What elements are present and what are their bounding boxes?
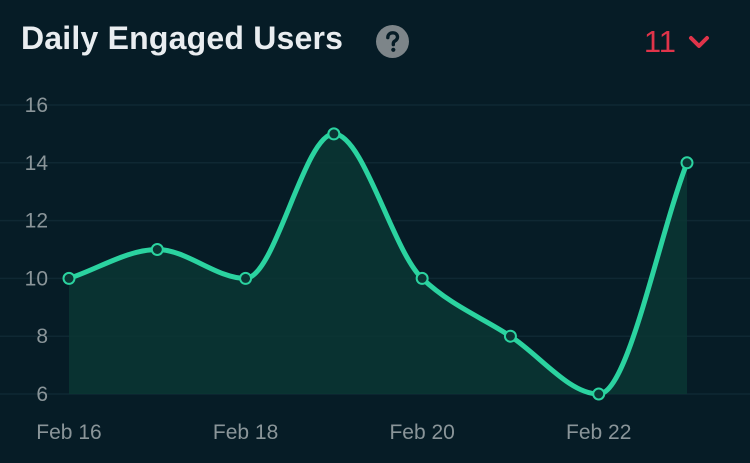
x-tick-label: Feb 22 bbox=[566, 421, 631, 444]
y-tick-label: 10 bbox=[25, 267, 48, 290]
chevron-down-icon bbox=[689, 36, 709, 48]
metric-value-dropdown[interactable]: 11 bbox=[644, 24, 710, 60]
data-point[interactable] bbox=[680, 156, 694, 170]
y-tick-label: 14 bbox=[25, 152, 49, 175]
y-tick-label: 12 bbox=[25, 210, 48, 233]
metric-value: 11 bbox=[643, 24, 676, 59]
data-point[interactable] bbox=[239, 271, 253, 285]
chart-title: Daily Engaged Users bbox=[21, 20, 344, 56]
y-tick-label: 16 bbox=[25, 94, 48, 117]
question-mark-glyph bbox=[386, 31, 400, 52]
y-tick-label: 8 bbox=[36, 325, 48, 348]
data-point[interactable] bbox=[415, 271, 429, 285]
x-tick-label: Feb 16 bbox=[36, 421, 101, 444]
question-circle-icon[interactable] bbox=[376, 25, 409, 58]
data-point[interactable] bbox=[150, 243, 164, 256]
x-tick-label: Feb 18 bbox=[213, 421, 278, 444]
data-point[interactable] bbox=[592, 387, 606, 401]
data-point[interactable] bbox=[503, 329, 517, 343]
data-point[interactable] bbox=[327, 127, 341, 141]
card-header: Daily Engaged Users 11 bbox=[0, 0, 750, 84]
x-tick-label: Feb 20 bbox=[389, 421, 454, 444]
series-area bbox=[69, 133, 687, 394]
data-point[interactable] bbox=[62, 271, 76, 285]
y-tick-label: 6 bbox=[36, 383, 48, 406]
